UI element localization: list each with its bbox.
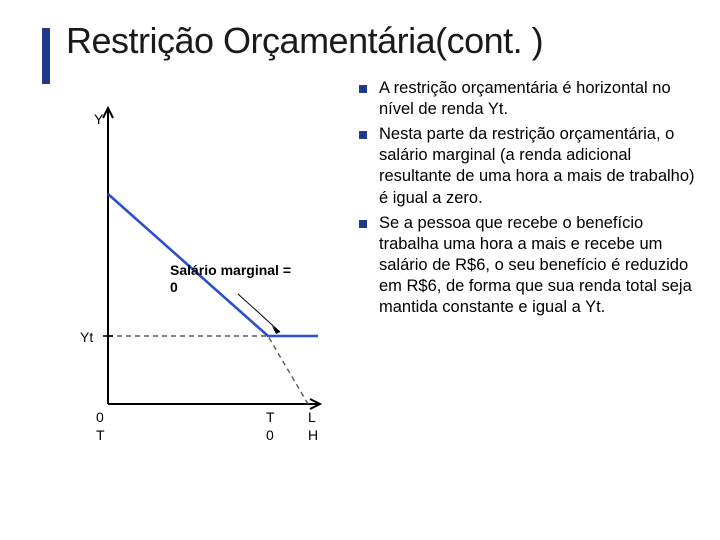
list-item: Se a pessoa que recebe o benefício traba… [359, 213, 700, 319]
sal-line2: 0 [170, 279, 178, 295]
dashed-continuation [108, 336, 308, 404]
salario-marginal-label: Salário marginal = 0 [170, 262, 291, 296]
bullet-text: Nesta parte da restrição orçamentária, o… [379, 124, 700, 208]
bullet-square-icon [359, 85, 367, 93]
y-axis-label: Y [94, 111, 104, 127]
sal-line1: Salário marginal = [170, 262, 291, 278]
yt-label: Yt [80, 329, 93, 345]
axes [103, 108, 320, 409]
list-item: Nesta parte da restrição orçamentária, o… [359, 124, 700, 208]
H-label: H [308, 427, 318, 443]
accent-bar [42, 28, 50, 84]
origin-zero: 0 [96, 409, 104, 425]
zero-lower: 0 [266, 427, 274, 443]
bullet-list: A restrição orçamentária é horizontal no… [359, 74, 700, 454]
slide: Restrição Orçamentária(cont. ) [0, 0, 720, 540]
bullet-text: Se a pessoa que recebe o benefício traba… [379, 213, 700, 319]
T-lower: T [266, 409, 275, 425]
content-row: Y Yt 0 T T 0 L H Salário marginal = 0 A … [60, 74, 700, 454]
origin-T: T [96, 427, 105, 443]
list-item: A restrição orçamentária é horizontal no… [359, 78, 700, 120]
bullet-text: A restrição orçamentária é horizontal no… [379, 78, 700, 120]
chart-column: Y Yt 0 T T 0 L H Salário marginal = 0 [60, 74, 355, 454]
slide-title: Restrição Orçamentária(cont. ) [66, 20, 700, 62]
chart-wrap: Y Yt 0 T T 0 L H Salário marginal = 0 [60, 74, 355, 454]
L-label: L [308, 409, 316, 425]
bullet-square-icon [359, 131, 367, 139]
label-arrow-head [272, 326, 280, 334]
bullet-square-icon [359, 220, 367, 228]
